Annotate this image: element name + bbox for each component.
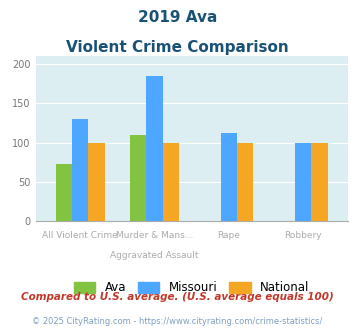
Text: All Violent Crime: All Violent Crime xyxy=(42,231,118,240)
Text: Compared to U.S. average. (U.S. average equals 100): Compared to U.S. average. (U.S. average … xyxy=(21,292,334,302)
Bar xyxy=(237,143,253,221)
Bar xyxy=(72,119,88,221)
Bar xyxy=(88,143,105,221)
Bar xyxy=(295,143,311,221)
Bar xyxy=(221,133,237,221)
Text: © 2025 CityRating.com - https://www.cityrating.com/crime-statistics/: © 2025 CityRating.com - https://www.city… xyxy=(32,317,323,326)
Text: Violent Crime Comparison: Violent Crime Comparison xyxy=(66,40,289,54)
Legend: Ava, Missouri, National: Ava, Missouri, National xyxy=(69,277,314,299)
Text: Murder & Mans...: Murder & Mans... xyxy=(116,231,193,240)
Bar xyxy=(56,164,72,221)
Text: Aggravated Assault: Aggravated Assault xyxy=(110,251,199,260)
Bar xyxy=(130,135,146,221)
Text: Robbery: Robbery xyxy=(284,231,322,240)
Bar xyxy=(163,143,179,221)
Text: 2019 Ava: 2019 Ava xyxy=(138,10,217,25)
Bar xyxy=(146,76,163,221)
Bar xyxy=(311,143,328,221)
Text: Rape: Rape xyxy=(218,231,240,240)
